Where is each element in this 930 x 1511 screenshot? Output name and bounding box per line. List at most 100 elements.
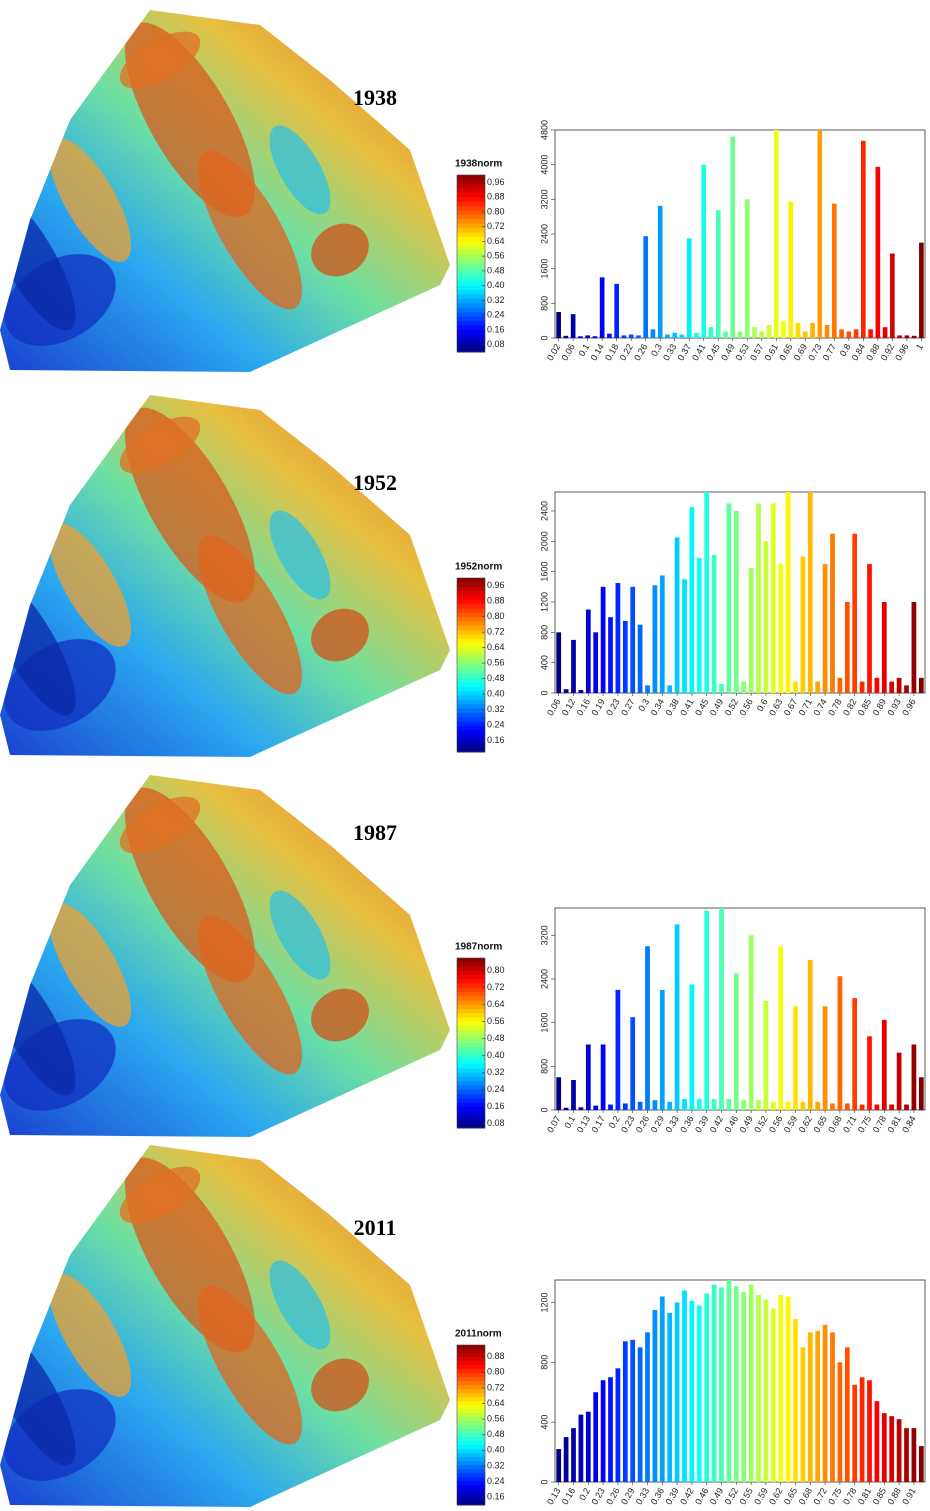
- x-tick-label: 0.33: [634, 1486, 651, 1506]
- bar: [694, 332, 699, 338]
- bar: [622, 620, 628, 693]
- x-tick-label: 0.38: [663, 697, 680, 717]
- colorbar-cell: [457, 294, 485, 300]
- bar: [770, 503, 776, 693]
- x-tick-label: 0.39: [693, 1114, 710, 1134]
- bar: [859, 1104, 865, 1110]
- x-tick-label: 0.41: [678, 697, 695, 717]
- colorbar-cell: [457, 966, 485, 972]
- colorbar-cell: [457, 1449, 485, 1454]
- map-blob: [269, 890, 331, 980]
- colorbar-cell: [457, 612, 485, 618]
- colorbar-cell: [457, 1401, 485, 1406]
- bar: [637, 1101, 643, 1110]
- bar: [615, 1368, 621, 1482]
- colorbar-cell: [457, 1051, 485, 1057]
- bar: [824, 325, 830, 338]
- colorbar-cell: [457, 197, 485, 203]
- colorbar-cell: [457, 1034, 485, 1040]
- bar: [689, 984, 695, 1110]
- x-tick-label: 0.96: [900, 697, 917, 717]
- bar: [682, 1099, 687, 1110]
- colorbar-cell: [457, 241, 485, 247]
- bar: [837, 976, 843, 1110]
- bar: [844, 1347, 850, 1482]
- x-tick-label: 0.59: [752, 1486, 769, 1506]
- x-tick-label: 0.12: [560, 697, 577, 717]
- colorbar-cell: [457, 1389, 485, 1394]
- colorbar-cell: [457, 232, 485, 238]
- colorbar-cell: [457, 334, 485, 340]
- x-tick-label: 0.72: [811, 1486, 828, 1506]
- colorbar-cell: [457, 1365, 485, 1370]
- x-tick-label: 0.67: [782, 697, 799, 717]
- bar: [719, 683, 724, 693]
- colorbar-cell: [457, 1009, 485, 1014]
- colorbar-cell: [457, 1111, 485, 1116]
- map-blob: [48, 1273, 132, 1397]
- colorbar-cell: [457, 1068, 485, 1074]
- bar: [748, 567, 754, 693]
- x-tick-label: 0.49: [708, 697, 725, 717]
- colorbar-cell: [457, 1465, 485, 1470]
- colorbar-cell: [457, 267, 485, 273]
- bar: [889, 1416, 895, 1482]
- colorbar-cell: [457, 321, 485, 326]
- colorbar-tick-label: 0.24: [487, 1084, 505, 1094]
- bar: [853, 329, 859, 338]
- bar: [682, 579, 687, 693]
- colorbar-cell: [457, 1405, 485, 1410]
- bar: [904, 335, 910, 338]
- colorbar-cell: [457, 638, 485, 644]
- bar: [759, 331, 765, 338]
- colorbar-cell: [457, 992, 485, 997]
- colorbar-tick-label: 0.48: [487, 673, 505, 683]
- bar: [744, 199, 750, 338]
- colorbar-frame: [456, 577, 486, 753]
- bar: [615, 989, 621, 1110]
- bar: [793, 681, 798, 693]
- colorbar-cell: [457, 1115, 485, 1120]
- bar: [563, 689, 569, 693]
- bar: [659, 1296, 665, 1482]
- bar: [788, 201, 794, 338]
- colorbar-cell: [457, 1417, 485, 1422]
- bar: [766, 325, 772, 338]
- colorbar-cell: [457, 1437, 485, 1442]
- x-tick-label: 0.39: [663, 1486, 680, 1506]
- colorbar-cell: [457, 1421, 485, 1426]
- x-tick-label: 0.06: [560, 342, 577, 362]
- y-tick-label: 400: [539, 1415, 549, 1430]
- map-blob: [198, 915, 302, 1075]
- bar: [726, 1099, 732, 1110]
- colorbar-cell: [457, 1385, 485, 1390]
- bar: [571, 1079, 576, 1110]
- bar: [608, 1377, 613, 1482]
- bar: [867, 1036, 872, 1110]
- colorbar-cell: [457, 1085, 485, 1091]
- map-blob: [48, 138, 132, 262]
- colorbar-tick-label: 0.64: [487, 642, 505, 652]
- x-tick-label: 0.19: [589, 697, 606, 717]
- bar: [822, 1324, 828, 1482]
- x-tick-label: 0.89: [871, 697, 888, 717]
- colorbar-tick-label: 0.56: [487, 1016, 505, 1026]
- bar: [593, 632, 599, 693]
- colorbar-cell: [457, 338, 485, 344]
- x-tick-label: 0.65: [777, 342, 794, 362]
- y-tick-label: 0: [539, 335, 549, 340]
- colorbar-cell: [457, 708, 485, 714]
- x-tick-label: 0.45: [705, 342, 722, 362]
- colorbar-tick-label: 0.40: [487, 1050, 505, 1060]
- x-tick-label: 0.81: [856, 1486, 873, 1506]
- colorbar-cell: [457, 183, 485, 189]
- bar: [918, 677, 924, 693]
- colorbar-cell: [457, 970, 485, 976]
- colorbar-tick-label: 0.80: [487, 206, 505, 216]
- bar: [667, 1101, 673, 1110]
- x-tick-label: 0.23: [604, 697, 621, 717]
- colorbar-tick-label: 0.72: [487, 982, 505, 992]
- colorbar-cell: [457, 1461, 485, 1466]
- x-tick-label: 0.37: [676, 342, 693, 362]
